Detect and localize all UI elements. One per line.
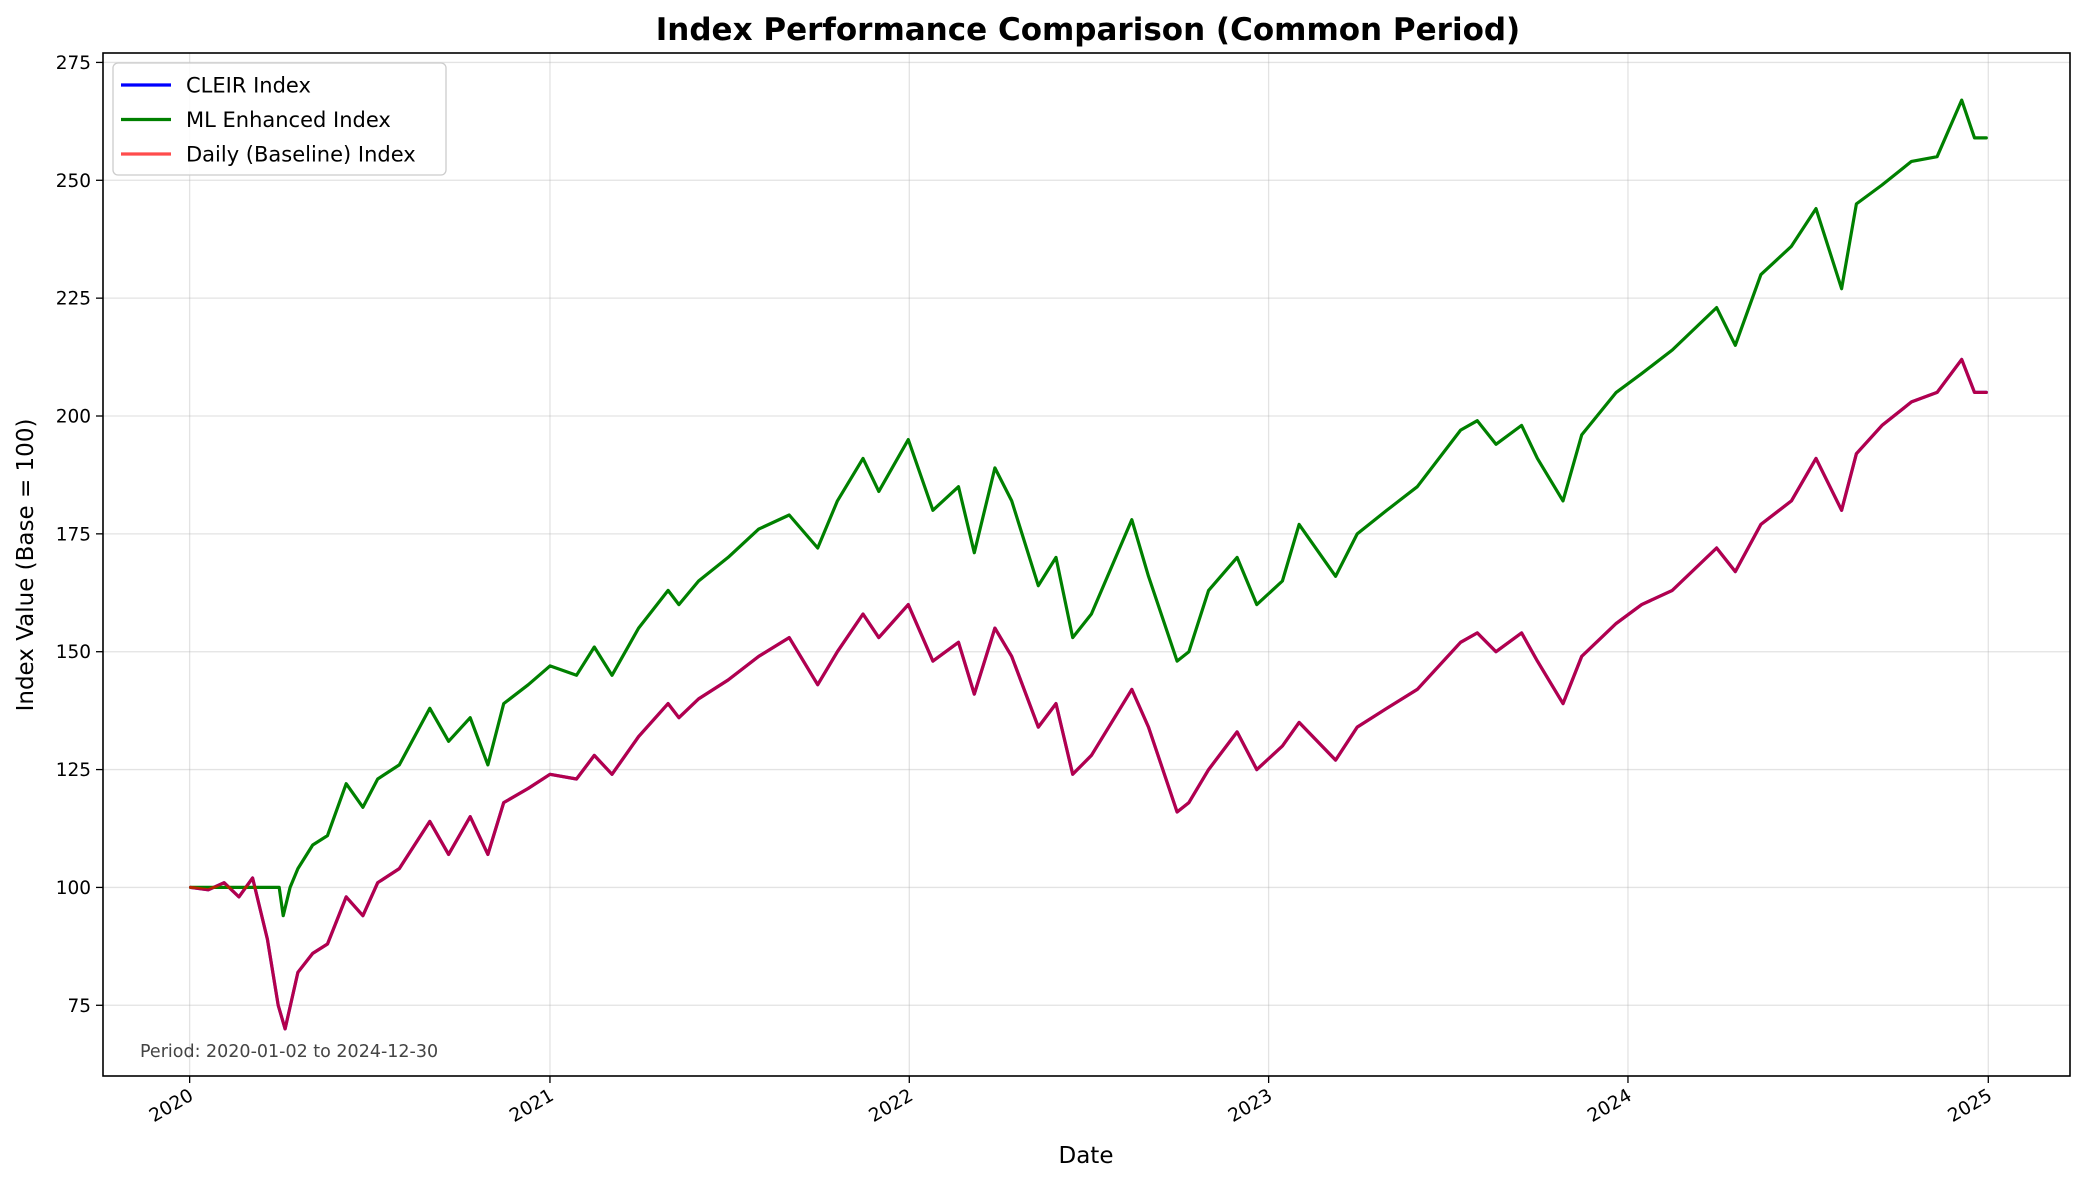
series-line-2 [189, 98, 1988, 918]
legend-label: Daily (Baseline) Index [186, 143, 416, 167]
period-annotation: Period: 2020-01-02 to 2024-12-30 [140, 1042, 438, 1062]
series-layer [189, 98, 1988, 1031]
y-tick-label: 250 [56, 171, 91, 192]
y-tick-label: 225 [56, 289, 91, 310]
plot-frame [102, 52, 2071, 1077]
y-tick-label: 100 [56, 878, 91, 899]
legend: CLEIR Index ML Enhanced Index Daily (Basel… [112, 62, 447, 176]
y-tick-label: 150 [56, 642, 91, 663]
legend-box [112, 62, 447, 176]
x-axis-label: Date [1059, 1143, 1114, 1169]
y-axis-label: Index Value (Base = 100) [13, 419, 39, 712]
y-tick-label: 200 [56, 407, 91, 428]
legend-label: CLEIR Index [186, 74, 311, 98]
series-line-3 [189, 357, 1988, 1031]
chart-title: Index Performance Comparison (Common Per… [656, 12, 1520, 48]
y-tick-label: 275 [56, 53, 91, 74]
y-tick-label: 75 [67, 996, 91, 1017]
y-tick-label: 175 [56, 524, 91, 545]
legend-label: ML Enhanced Index [186, 108, 391, 132]
y-tick-label: 125 [56, 760, 91, 781]
